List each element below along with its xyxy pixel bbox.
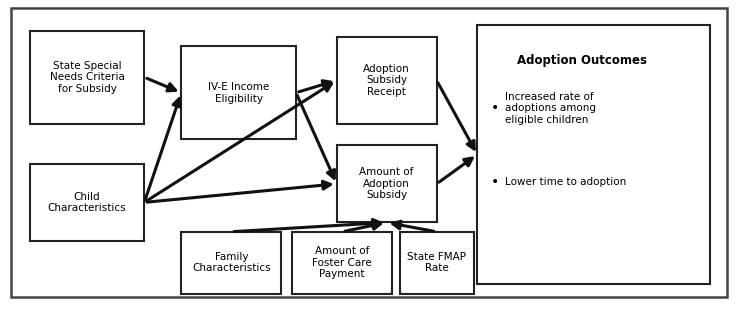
Text: •: • [491,101,499,115]
FancyBboxPatch shape [477,25,710,284]
FancyBboxPatch shape [181,232,281,294]
FancyBboxPatch shape [292,232,392,294]
FancyBboxPatch shape [30,31,144,124]
FancyBboxPatch shape [181,46,296,139]
Text: •: • [491,175,499,189]
FancyBboxPatch shape [11,8,727,297]
Text: State FMAP
Rate: State FMAP Rate [407,252,466,273]
Text: Amount of
Adoption
Subsidy: Amount of Adoption Subsidy [360,167,414,201]
Text: Lower time to adoption: Lower time to adoption [505,177,627,187]
Text: IV-E Income
Eligibility: IV-E Income Eligibility [208,82,269,104]
Text: Family
Characteristics: Family Characteristics [192,252,271,273]
FancyBboxPatch shape [337,145,437,222]
FancyBboxPatch shape [30,164,144,241]
Text: Amount of
Foster Care
Payment: Amount of Foster Care Payment [312,246,372,279]
FancyBboxPatch shape [337,37,437,124]
Text: State Special
Needs Criteria
for Subsidy: State Special Needs Criteria for Subsidy [50,61,124,94]
Text: Increased rate of
adoptions among
eligible children: Increased rate of adoptions among eligib… [505,91,596,125]
Text: Adoption Outcomes: Adoption Outcomes [517,54,648,67]
FancyBboxPatch shape [400,232,474,294]
Text: Adoption
Subsidy
Receipt: Adoption Subsidy Receipt [363,64,410,97]
Text: Child
Characteristics: Child Characteristics [47,192,127,213]
